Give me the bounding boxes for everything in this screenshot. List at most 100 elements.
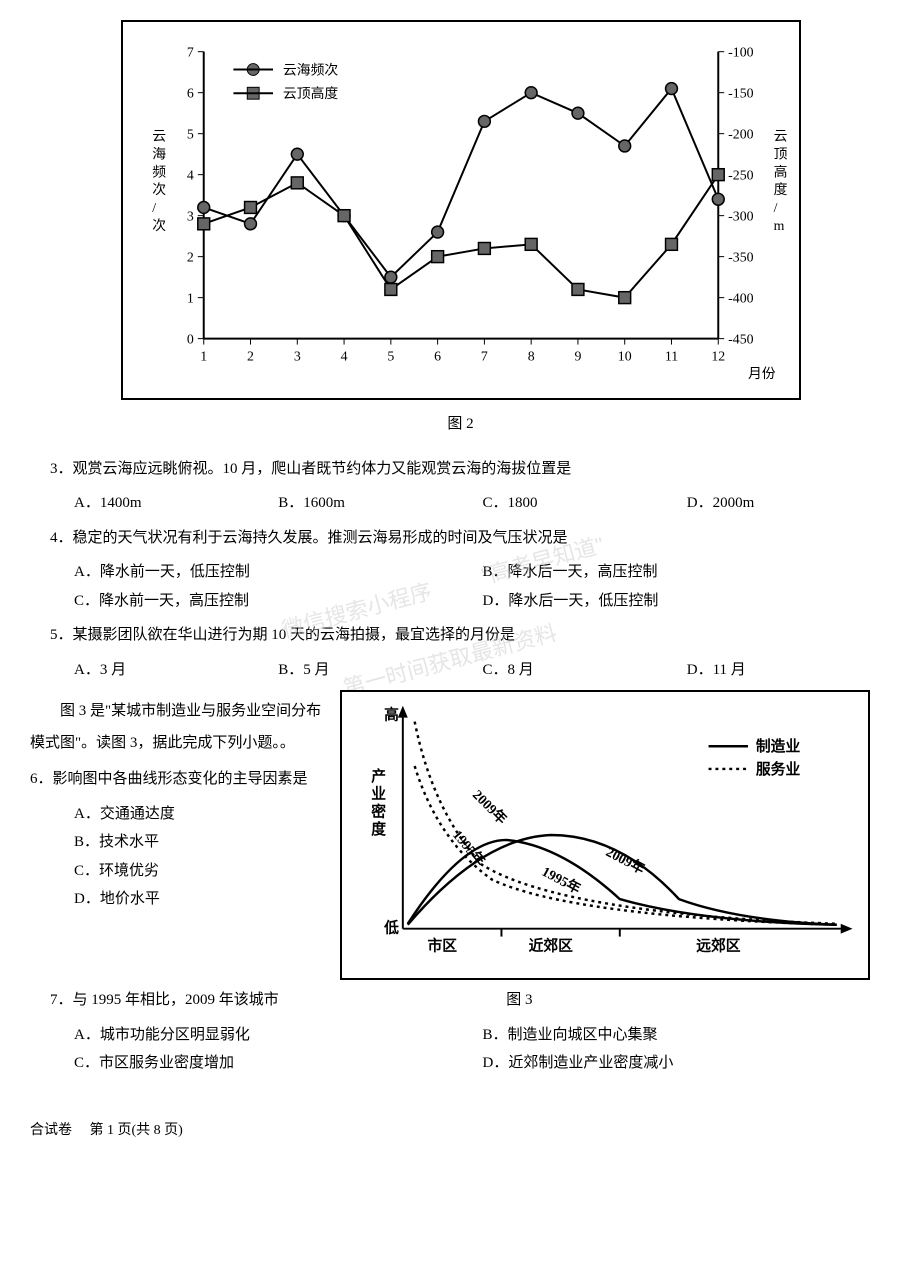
q3-opt-c: C．1800 [483,489,687,518]
svg-text:服务业: 服务业 [756,760,801,778]
q7-opt-a: A．城市功能分区明显弱化 [74,1021,483,1050]
q6-opt-b: B．技术水平 [74,828,330,857]
q3-text: 观赏云海应远眺俯视。10 月，爬山者既节约体力又能观赏云海的海拔位置是 [73,461,572,477]
q3-opt-b: B．1600m [278,489,482,518]
svg-text:7: 7 [186,45,193,60]
svg-text:1995年: 1995年 [450,827,489,869]
svg-text:m: m [773,218,784,233]
q5-text: 某摄影团队欲在华山进行为期 10 天的云海拍摄，最宜选择的月份是 [73,627,516,643]
svg-text:海: 海 [152,147,166,162]
chart-2-container: 01234567-100-150-200-250-300-350-400-450… [121,20,801,400]
svg-text:2: 2 [247,348,254,363]
q7-opt-d: D．近郊制造业产业密度减小 [483,1049,892,1078]
question-4: 4．稳定的天气状况有利于云海持久发展。推测云海易形成的时间及气压状况是 [50,524,891,553]
svg-text:0: 0 [186,332,193,347]
svg-text:-200: -200 [728,127,753,142]
svg-text:云顶高度: 云顶高度 [282,85,338,101]
q6-num: 6． [30,771,53,787]
question-5: 5．某摄影团队欲在华山进行为期 10 天的云海拍摄，最宜选择的月份是 [50,621,891,650]
svg-text:云: 云 [773,129,787,144]
svg-text:次: 次 [152,218,166,233]
svg-text:2009年: 2009年 [470,786,511,827]
svg-text:6: 6 [186,86,193,101]
q7-text: 与 1995 年相比，2009 年该城市 [73,992,279,1008]
q5-opt-a: A．3 月 [74,656,278,685]
svg-text:次: 次 [152,182,166,197]
q4-opt-c: C．降水前一天，高压控制 [74,587,483,616]
svg-text:度: 度 [371,820,386,838]
question-3: 3．观赏云海应远眺俯视。10 月，爬山者既节约体力又能观赏云海的海拔位置是 [50,455,891,484]
svg-text:6: 6 [434,348,441,363]
q4-num: 4． [50,530,73,546]
svg-text:远郊区: 远郊区 [696,936,741,954]
svg-text:3: 3 [293,348,300,363]
svg-text:4: 4 [186,168,193,183]
svg-text:5: 5 [186,127,193,142]
q6-opt-a: A．交通通达度 [74,800,330,829]
svg-text:1: 1 [186,291,193,306]
q3-options: A．1400m B．1600m C．1800 D．2000m [74,489,891,518]
svg-text:5: 5 [387,348,394,363]
svg-text:市区: 市区 [427,936,457,954]
caption-fig3: 图 3 [506,992,532,1008]
svg-text:度: 度 [773,182,787,197]
svg-text:高: 高 [384,706,399,724]
svg-text:低: 低 [383,919,399,937]
q5-opt-d: D．11 月 [687,656,891,685]
svg-text:4: 4 [340,348,347,363]
svg-text:/: / [152,200,156,215]
svg-text:产: 产 [371,767,386,785]
svg-text:云: 云 [152,129,166,144]
q4-text: 稳定的天气状况有利于云海持久发展。推测云海易形成的时间及气压状况是 [73,530,568,546]
svg-text:-450: -450 [728,332,753,347]
q3-num: 3． [50,461,73,477]
footer-page: 第 1 页(共 8 页) [90,1123,183,1138]
q5-num: 5． [50,627,73,643]
svg-text:3: 3 [186,209,193,224]
svg-text:高: 高 [773,163,787,179]
page-footer: 合试卷 第 1 页(共 8 页) [30,1118,891,1145]
q6-opt-c: C．环境优劣 [74,857,330,886]
svg-text:-100: -100 [728,45,753,60]
caption-fig2: 图 2 [30,410,891,439]
svg-text:1: 1 [200,348,207,363]
q3-opt-a: A．1400m [74,489,278,518]
svg-text:近郊区: 近郊区 [529,936,574,954]
svg-text:月份: 月份 [747,366,775,381]
intro-fig3: 图 3 是"某城市制造业与服务业空间分布模式图"。读图 3，据此完成下列小题。。 [30,696,330,759]
svg-text:业: 业 [371,786,386,803]
svg-text:7: 7 [480,348,487,363]
svg-text:2: 2 [186,250,193,265]
svg-text:密: 密 [370,802,386,820]
q6-opt-d: D．地价水平 [74,885,330,914]
q7-num: 7． [50,992,73,1008]
chart-3-container: 产业密度高低市区近郊区远郊区制造业服务业2009年1995年1995年2009年 [340,690,870,980]
svg-text:-350: -350 [728,250,753,265]
svg-text:12: 12 [711,348,725,363]
q7-opt-b: B．制造业向城区中心集聚 [483,1021,892,1050]
q7-opt-c: C．市区服务业密度增加 [74,1049,483,1078]
q5-opt-b: B．5 月 [278,656,482,685]
q4-opt-d: D．降水后一天，低压控制 [483,587,892,616]
svg-text:/: / [773,200,777,215]
svg-text:云海频次: 云海频次 [282,62,338,77]
svg-text:频: 频 [152,164,166,179]
question-7: 7．与 1995 年相比，2009 年该城市 图 3 [50,986,891,1015]
q4-opt-a: A．降水前一天，低压控制 [74,558,483,587]
q3-opt-d: D．2000m [687,489,891,518]
svg-text:顶: 顶 [773,147,787,162]
q7-options: A．城市功能分区明显弱化 B．制造业向城区中心集聚 C．市区服务业密度增加 D．… [74,1021,891,1078]
q6-text: 影响图中各曲线形态变化的主导因素是 [53,771,308,787]
svg-text:-250: -250 [728,168,753,183]
svg-text:-400: -400 [728,291,753,306]
question-6: 6．影响图中各曲线形态变化的主导因素是 [30,765,330,794]
svg-text:8: 8 [527,348,534,363]
chart-2-svg: 01234567-100-150-200-250-300-350-400-450… [123,22,799,398]
svg-text:11: 11 [664,348,677,363]
svg-text:-300: -300 [728,209,753,224]
chart-3-svg: 产业密度高低市区近郊区远郊区制造业服务业2009年1995年1995年2009年 [342,692,868,978]
svg-text:-150: -150 [728,86,753,101]
svg-text:制造业: 制造业 [756,737,801,755]
footer-left: 合试卷 [30,1123,72,1138]
q5-opt-c: C．8 月 [483,656,687,685]
